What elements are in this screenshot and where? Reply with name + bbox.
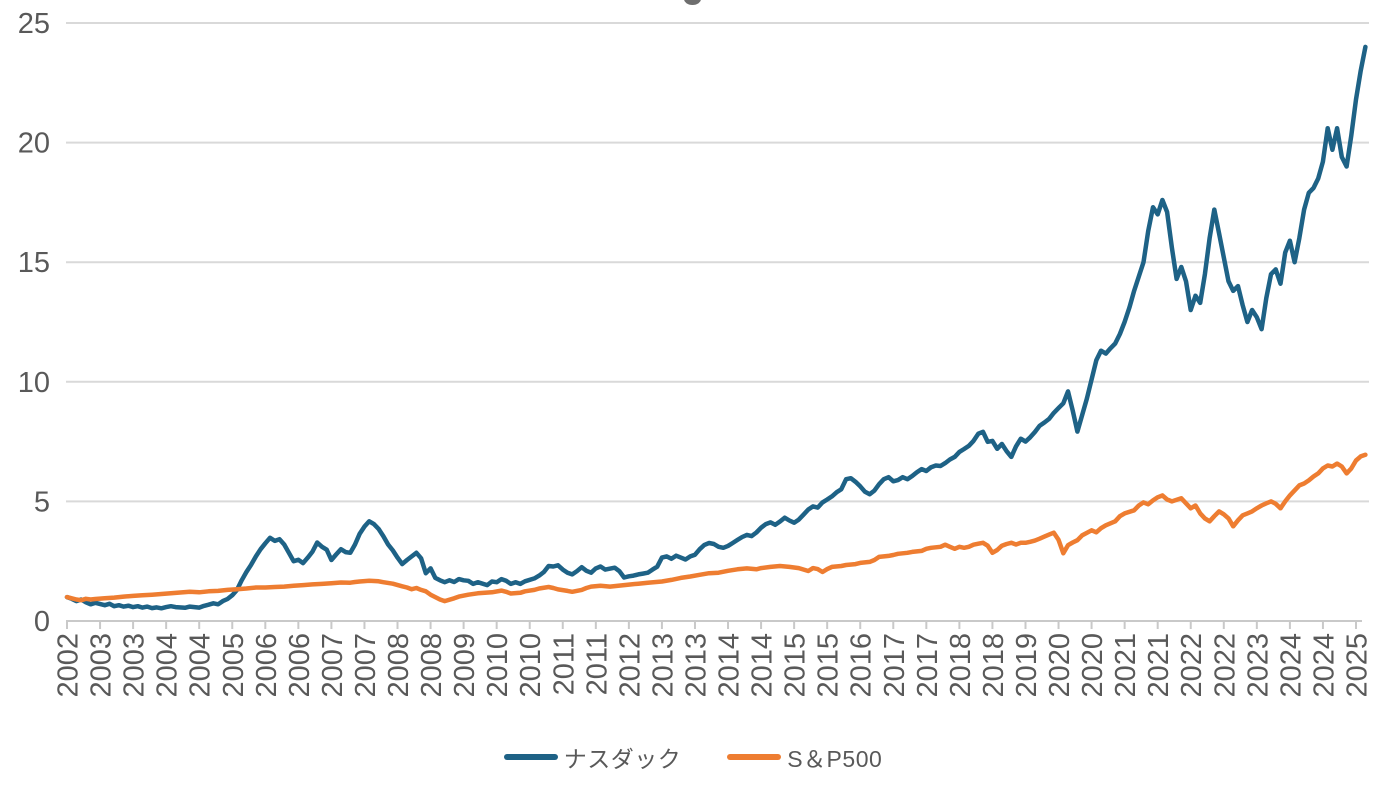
x-tick-label-24: 2016 bbox=[846, 633, 878, 698]
x-tick-label-36: 2023 bbox=[1242, 633, 1274, 698]
x-tick-label-6: 2006 bbox=[251, 633, 283, 698]
x-tick-label-35: 2022 bbox=[1209, 633, 1241, 698]
x-tick-label-14: 2010 bbox=[515, 633, 547, 698]
legend-label-sp500: S＆P500 bbox=[787, 746, 883, 772]
x-tick-label-34: 2022 bbox=[1176, 633, 1208, 698]
series-line-nasdaq bbox=[64, 44, 1368, 611]
y-tick-label-25: 25 bbox=[18, 8, 50, 40]
x-tick-label-15: 2011 bbox=[548, 633, 580, 695]
x-tick-label-29: 2019 bbox=[1011, 633, 1043, 698]
x-tick-label-8: 2007 bbox=[317, 633, 349, 698]
cropped-chart-title-fragment bbox=[684, 0, 701, 5]
x-tick-label-30: 2020 bbox=[1044, 633, 1076, 698]
x-tick-label-11: 2008 bbox=[416, 633, 448, 698]
x-tick-label-1: 2003 bbox=[86, 633, 118, 698]
x-tick-label-13: 2010 bbox=[482, 633, 514, 698]
x-tick-label-20: 2014 bbox=[714, 633, 746, 698]
x-tick-label-16: 2011 bbox=[581, 633, 613, 695]
x-tick-label-3: 2004 bbox=[152, 633, 184, 698]
sp500-line-swatch-icon bbox=[727, 754, 782, 760]
legend-label-nasdaq: ナスダック bbox=[563, 746, 682, 772]
x-tick-label-26: 2017 bbox=[912, 633, 944, 698]
legend-item-sp500: S＆P500 bbox=[727, 740, 882, 774]
x-tick-label-4: 2004 bbox=[185, 633, 217, 698]
x-tick-label-37: 2024 bbox=[1275, 633, 1307, 698]
x-tick-label-39: 2025 bbox=[1341, 633, 1373, 698]
y-tick-label-10: 10 bbox=[18, 367, 50, 399]
x-tick-label-17: 2012 bbox=[614, 633, 646, 698]
x-tick-label-18: 2013 bbox=[647, 633, 679, 698]
x-tick-label-19: 2013 bbox=[680, 633, 712, 698]
x-tick-label-22: 2015 bbox=[780, 633, 812, 698]
x-tick-label-38: 2024 bbox=[1308, 633, 1340, 698]
legend-item-nasdaq: ナスダック bbox=[503, 740, 682, 774]
nasdaq-line-swatch-icon bbox=[503, 754, 558, 760]
x-tick-label-5: 2005 bbox=[218, 633, 250, 698]
x-tick-label-9: 2007 bbox=[350, 633, 382, 698]
x-tick-label-27: 2018 bbox=[945, 633, 977, 698]
y-tick-label-20: 20 bbox=[18, 128, 50, 160]
x-tick-label-28: 2018 bbox=[978, 633, 1010, 698]
x-tick-label-12: 2009 bbox=[449, 633, 481, 698]
y-tick-label-0: 0 bbox=[34, 606, 50, 638]
x-tick-label-2: 2003 bbox=[119, 633, 151, 698]
x-tick-label-10: 2008 bbox=[383, 633, 415, 698]
y-tick-label-5: 5 bbox=[34, 486, 50, 518]
x-tick-label-31: 2020 bbox=[1077, 633, 1109, 698]
chart-legend: ナスダック S＆P500 bbox=[0, 740, 1386, 774]
y-tick-label-15: 15 bbox=[18, 247, 50, 279]
x-tick-label-33: 2021 bbox=[1143, 633, 1175, 698]
x-tick-label-25: 2017 bbox=[879, 633, 911, 698]
x-tick-label-21: 2014 bbox=[747, 633, 779, 698]
x-tick-label-32: 2021 bbox=[1110, 633, 1142, 698]
x-tick-label-7: 2006 bbox=[284, 633, 316, 698]
x-tick-label-23: 2015 bbox=[813, 633, 845, 698]
series-line-sp500 bbox=[64, 452, 1368, 604]
x-tick-label-0: 2002 bbox=[53, 633, 85, 698]
